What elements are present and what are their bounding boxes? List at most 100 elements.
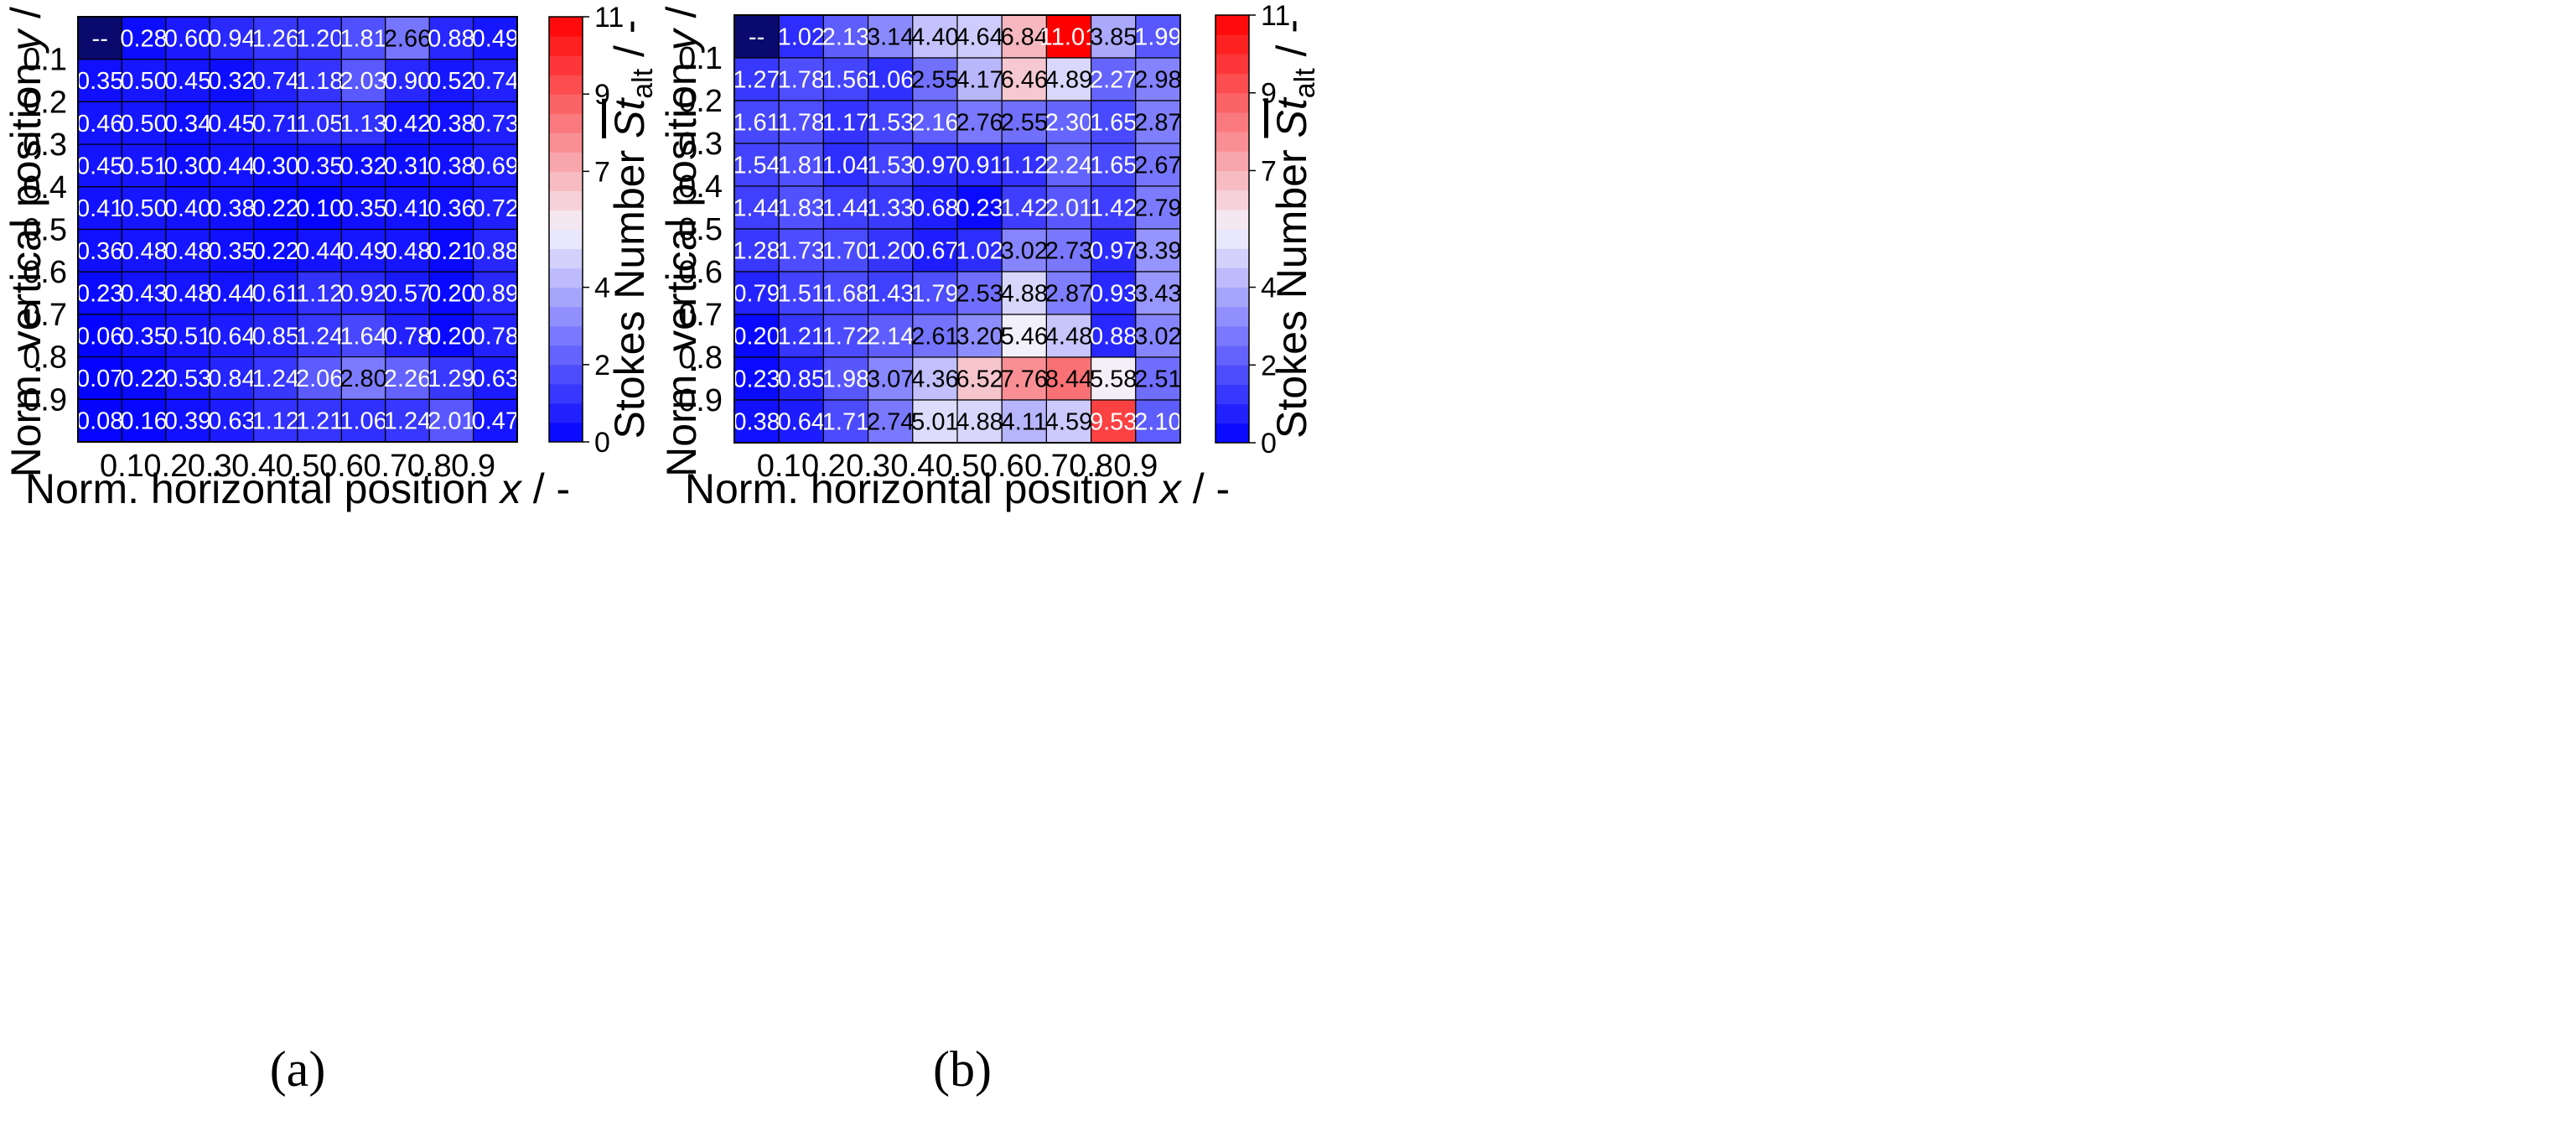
y-tick-label: 0.2 xyxy=(678,84,723,119)
x-tick-label: 0.1 xyxy=(100,449,144,484)
heatmap-cell xyxy=(956,399,1003,444)
cell-value-label: 0.38 xyxy=(733,409,780,436)
cell-value-label: 0.67 xyxy=(911,238,958,265)
cell-value-label: 4.64 xyxy=(956,24,1003,51)
cell-value-label: 1.98 xyxy=(822,366,869,393)
heatmap-cell xyxy=(733,399,780,444)
cell-value-label: 1.29 xyxy=(428,366,474,392)
heatmap-cell xyxy=(1045,399,1092,444)
heatmap-cell xyxy=(297,59,343,102)
cell-value-label: 2.03 xyxy=(339,68,386,95)
heatmap-cell xyxy=(1045,271,1092,315)
cell-value-label: 2.30 xyxy=(1045,110,1092,137)
heatmap-cell xyxy=(1135,143,1181,187)
cell-value-label: 2.61 xyxy=(911,324,958,350)
colorbar-segment xyxy=(549,55,583,75)
y-tick-label: 0.7 xyxy=(678,298,723,333)
heatmap-cell xyxy=(340,271,386,315)
cell-value-label: 1.44 xyxy=(822,195,869,222)
colorbar-segment xyxy=(1215,73,1249,94)
heatmap-cell xyxy=(121,356,167,400)
cell-value-label: 2.24 xyxy=(1045,153,1092,179)
colorbar-segment xyxy=(549,364,583,385)
heatmap-cell xyxy=(297,228,343,273)
x-tick-label: 0.1 xyxy=(757,449,801,484)
colorbar-segment xyxy=(1215,365,1249,385)
cell-value-label: 3.07 xyxy=(867,366,914,393)
cell-value-label: 0.84 xyxy=(208,366,255,392)
cell-value-label: 2.74 xyxy=(867,409,914,436)
cell-value-label: 0.48 xyxy=(384,238,431,265)
colorbar-segment xyxy=(549,113,583,133)
colorbar-tick-label: 4 xyxy=(1261,273,1277,304)
cell-value-label: 1.54 xyxy=(733,153,780,179)
cell-value-label: 0.49 xyxy=(339,238,386,265)
colorbar-frame xyxy=(548,16,583,443)
heatmap-cell xyxy=(165,228,210,273)
cell-value-label: 1.33 xyxy=(867,195,914,222)
heatmap-cell xyxy=(385,59,430,102)
colorbar-segment xyxy=(1215,112,1249,132)
y-tick-label: 0.9 xyxy=(23,382,67,418)
colorbar-segment xyxy=(549,267,583,288)
colorbar-tick-label: 2 xyxy=(1261,350,1277,382)
cell-value-label: 0.20 xyxy=(428,323,474,350)
heatmap-cell xyxy=(77,228,123,273)
cell-value-label: 1.53 xyxy=(867,110,914,137)
colorbar-segment xyxy=(549,229,583,250)
colorbar-segment xyxy=(1215,170,1249,191)
cell-value-label: 4.48 xyxy=(1045,324,1092,350)
cell-value-label: 5.01 xyxy=(911,409,958,436)
colorbar-segment xyxy=(1215,54,1249,75)
heatmap-cell xyxy=(385,271,430,315)
heatmap-cell xyxy=(1090,185,1137,230)
cell-value-label: 0.32 xyxy=(208,68,255,95)
heatmap-cell xyxy=(209,228,255,273)
y-tick-label: 0.3 xyxy=(678,127,723,162)
heatmap-cell xyxy=(956,57,1003,101)
heatmap-cell xyxy=(472,398,518,443)
cell-value-label: 1.42 xyxy=(1090,195,1137,222)
heatmap-cell xyxy=(956,143,1003,187)
heatmap-cell xyxy=(912,185,958,230)
heatmap-cell xyxy=(428,59,474,102)
cell-value-label: 1.44 xyxy=(733,195,780,222)
heatmap-cell xyxy=(1001,314,1047,358)
colorbar-segment xyxy=(1215,267,1249,288)
cell-value-label: 0.20 xyxy=(733,324,780,350)
cell-value-label: 0.35 xyxy=(296,153,343,179)
colorbar-segment xyxy=(1215,248,1249,268)
cell-value-label: 0.74 xyxy=(252,68,299,95)
heatmap-cell xyxy=(297,314,343,358)
heatmap-cell xyxy=(912,271,958,315)
cell-value-label: 1.05 xyxy=(296,111,343,138)
cell-value-label: 0.32 xyxy=(339,153,386,179)
cell-value-label: 0.42 xyxy=(384,111,431,138)
heatmap-cell xyxy=(1135,228,1181,273)
cell-value-label: 2.01 xyxy=(1045,195,1092,222)
heatmap-cell xyxy=(956,185,1003,230)
cell-value-label: 0.74 xyxy=(472,68,519,95)
y-tick-label: 0.2 xyxy=(23,85,67,120)
cell-value-label: 3.85 xyxy=(1090,24,1137,51)
cell-value-label: 5.46 xyxy=(1001,324,1048,350)
heatmap-cell xyxy=(822,399,869,444)
cell-value-label: 1.20 xyxy=(296,25,343,52)
cell-value-label: 1.28 xyxy=(733,238,780,265)
cell-value-label: 0.92 xyxy=(339,281,386,308)
colorbar-segment xyxy=(1215,229,1249,249)
cell-value-label: 2.01 xyxy=(428,408,474,435)
heatmap-cell xyxy=(822,100,869,144)
heatmap-cell xyxy=(253,356,298,400)
x-tick-label: 0.2 xyxy=(801,449,846,484)
colorbar-segment xyxy=(1215,384,1249,405)
heatmap-cell xyxy=(822,356,869,401)
x-tick-label: 0.5 xyxy=(276,449,320,484)
cell-value-label: 0.50 xyxy=(120,68,167,95)
panel-a: -- 0.280.600.941.261.201.812.660.880.490.… xyxy=(3,0,659,1097)
cell-value-label: 0.97 xyxy=(1090,238,1137,265)
heatmap-cell xyxy=(77,16,123,60)
cell-value-label: 1.71 xyxy=(822,409,869,436)
heatmap-cell xyxy=(428,271,474,315)
heatmap-cell xyxy=(472,271,518,315)
